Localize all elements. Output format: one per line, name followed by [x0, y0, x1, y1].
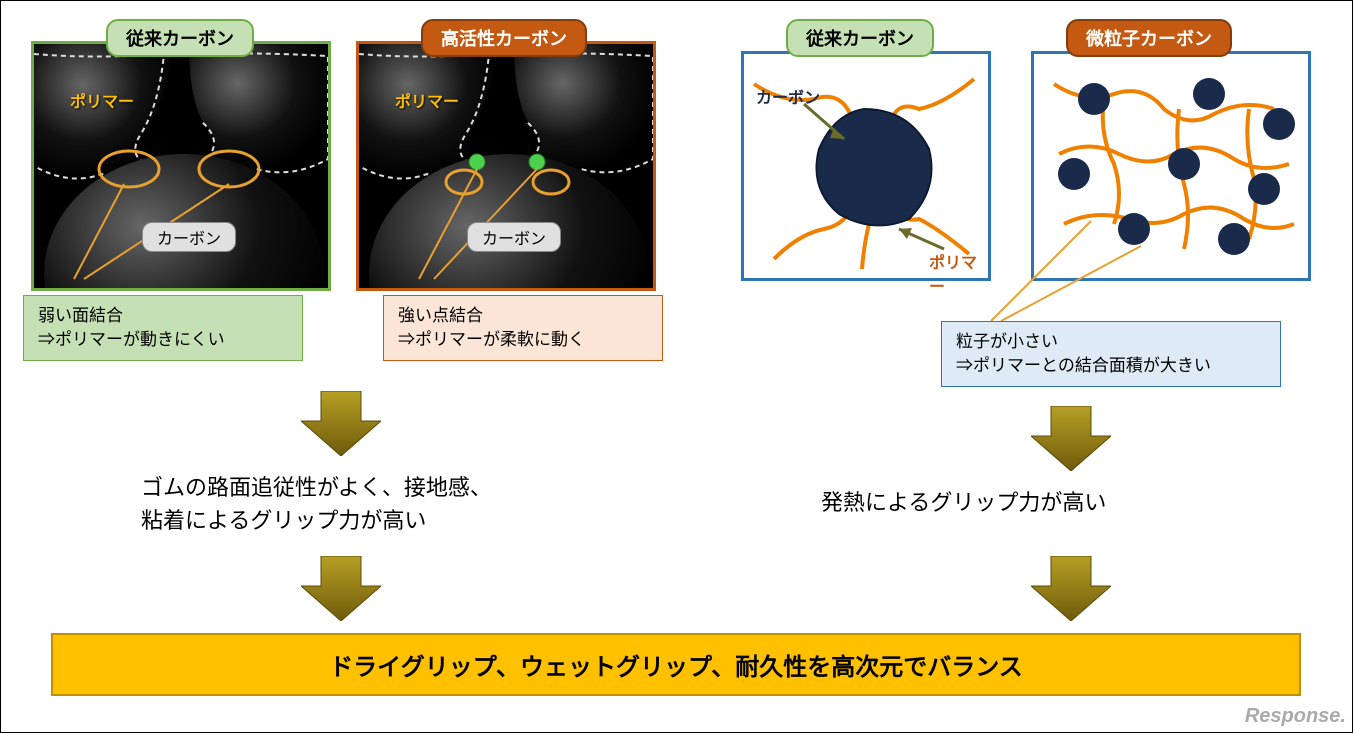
mid-text-left-line2: 粘着によるグリップ力が高い: [141, 504, 492, 537]
panel2-carbon-label: カーボン: [467, 222, 561, 252]
panel1-carbon-label: カーボン: [142, 222, 236, 252]
desc3-line1: 粒子が小さい: [956, 330, 1266, 354]
desc1: 弱い面結合 ⇒ポリマーが動きにくい: [23, 295, 303, 361]
desc3-line2: ⇒ポリマーとの結合面積が大きい: [956, 354, 1266, 378]
desc3: 粒子が小さい ⇒ポリマーとの結合面積が大きい: [941, 321, 1281, 387]
panel2-polymer-label: ポリマー: [395, 88, 459, 112]
watermark: Response.: [1245, 705, 1346, 728]
arrow-down-right-1: [1031, 406, 1111, 471]
panel1-polymer-label: ポリマー: [70, 88, 134, 112]
panel3: カーボン ポリマー: [741, 51, 991, 281]
arrow-down-left-1: [301, 391, 381, 456]
panel2: ポリマー カーボン: [356, 41, 656, 291]
panel4-title: 微粒子カーボン: [1066, 19, 1232, 57]
desc1-line2: ⇒ポリマーが動きにくい: [38, 328, 288, 352]
mid-text-left-line1: ゴムの路面追従性がよく、接地感、: [141, 471, 492, 504]
arrow-down-left-2: [301, 556, 381, 621]
panel3-carbon-label: カーボン: [756, 84, 820, 108]
desc1-line1: 弱い面結合: [38, 304, 288, 328]
desc2: 強い点結合 ⇒ポリマーが柔軟に動く: [383, 295, 663, 361]
mid-text-right: 発熱によるグリップ力が高い: [821, 486, 1106, 519]
panel1: ポリマー カーボン: [31, 41, 331, 291]
panel3-title: 従来カーボン: [786, 19, 934, 57]
panel2-title: 高活性カーボン: [421, 19, 587, 57]
desc2-line1: 強い点結合: [398, 304, 648, 328]
mid-text-left: ゴムの路面追従性がよく、接地感、 粘着によるグリップ力が高い: [141, 471, 492, 537]
arrow-down-right-2: [1031, 556, 1111, 621]
panel1-title: 従来カーボン: [106, 19, 254, 57]
desc2-line2: ⇒ポリマーが柔軟に動く: [398, 328, 648, 352]
result-bar: ドライグリップ、ウェットグリップ、耐久性を高次元でバランス: [51, 633, 1301, 696]
